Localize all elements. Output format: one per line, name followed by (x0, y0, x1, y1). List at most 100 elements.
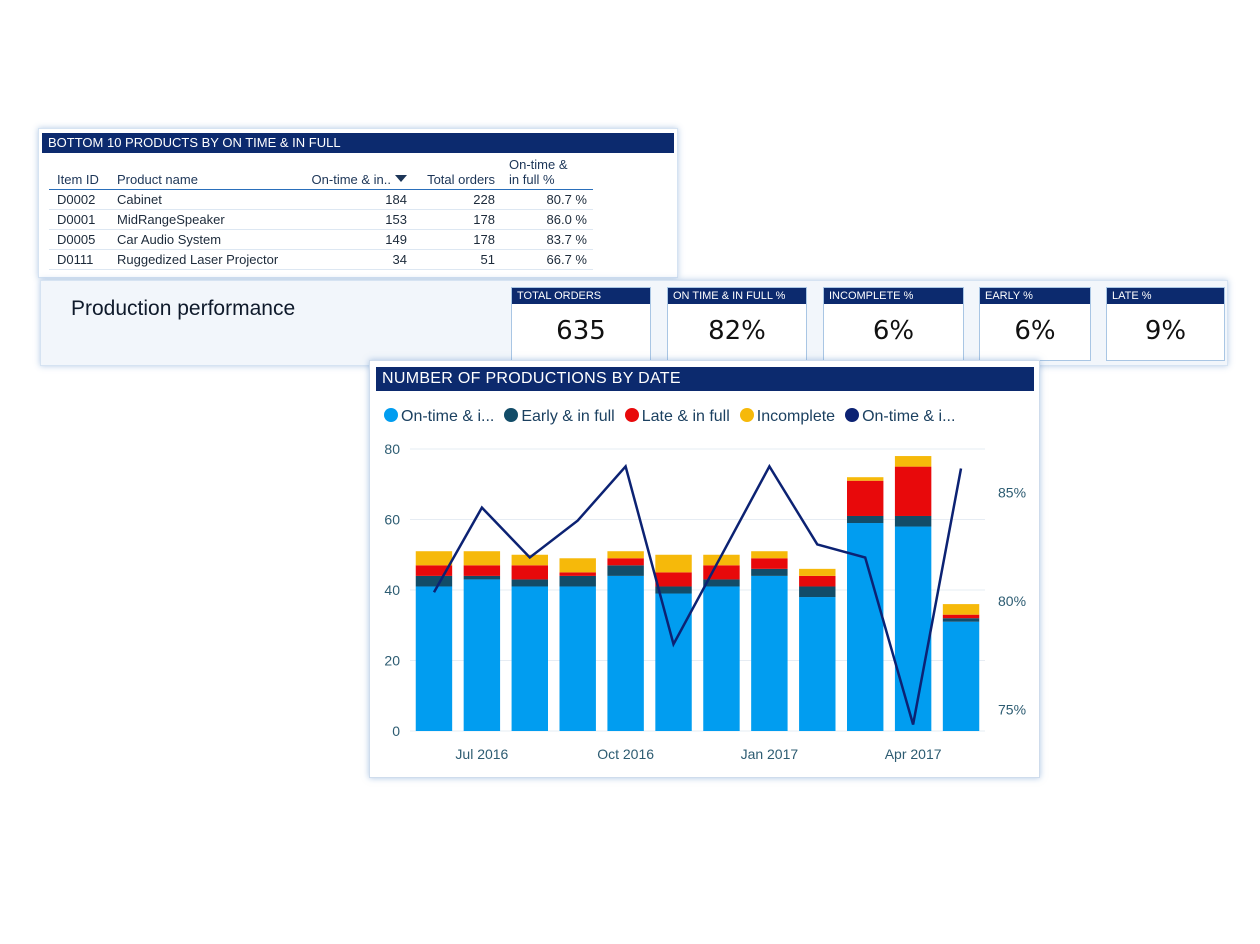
cell-item-id: D0005 (49, 229, 109, 250)
bar-segment (894, 526, 932, 731)
cell-on-time-pct: 86.0 % (501, 209, 593, 230)
bar-segment (655, 554, 692, 573)
col-on-time-pct[interactable]: On-time & in full % (501, 157, 593, 190)
bar-segment (655, 586, 692, 594)
bar-segment (463, 565, 501, 576)
cell-on-time-pct: 66.7 % (501, 249, 593, 270)
table-row[interactable]: D0001 MidRangeSpeaker 153 178 86.0 % (49, 209, 593, 230)
cell-item-id: D0002 (49, 189, 109, 210)
bar-segment (942, 614, 980, 619)
bar-segment (703, 565, 740, 580)
x-tick-label: Oct 2016 (597, 746, 654, 762)
bar-segment (894, 515, 932, 527)
kpi-label: EARLY % (980, 288, 1090, 304)
cell-on-time: 149 (303, 229, 413, 250)
cell-on-time: 184 (303, 189, 413, 210)
kpi-incomplete[interactable]: INCOMPLETE % 6% (823, 287, 964, 361)
productions-chart: 0 20 40 60 80 75% 80% 85% Jul 2016 Oct 2016 Jan 20… (384, 441, 1026, 762)
legend-dot-icon (739, 408, 754, 422)
x-tick-label: Jul 2016 (455, 746, 508, 762)
bar-segment (799, 597, 836, 731)
bar-segment (559, 575, 596, 587)
cell-total-orders: 51 (413, 249, 501, 270)
col-item-id[interactable]: Item ID (49, 157, 109, 190)
legend-item[interactable]: Incomplete (739, 408, 835, 426)
bar-segment (415, 575, 453, 587)
kpi-late[interactable]: LATE % 9% (1106, 287, 1225, 361)
bar-segment (847, 515, 884, 524)
bar-segment (463, 575, 501, 580)
kpi-value: 6% (872, 316, 915, 346)
chart-panel-title: NUMBER OF PRODUCTIONS BY DATE (376, 367, 1034, 391)
legend-item[interactable]: On-time & i... (384, 408, 494, 426)
cell-item-id: D0001 (49, 209, 109, 230)
sort-desc-icon[interactable] (395, 175, 407, 182)
col-on-time[interactable]: On-time & in.. (303, 157, 413, 190)
bar-segment (942, 604, 980, 615)
cell-product-name: Car Audio System (109, 229, 303, 250)
bar-segment (511, 579, 548, 587)
legend-label: On-time & i... (862, 408, 956, 425)
cell-product-name: Cabinet (109, 189, 303, 210)
bar-segment (607, 575, 644, 731)
cell-product-name: MidRangeSpeaker (109, 209, 303, 230)
kpi-value: 635 (556, 316, 606, 346)
kpi-label: TOTAL ORDERS (512, 288, 650, 304)
bar-segment (559, 586, 596, 731)
legend-dot-icon (845, 408, 860, 422)
y2-tick-label: 80% (998, 593, 1026, 609)
production-performance-panel: Production performance TOTAL ORDERS 635 … (40, 280, 1228, 366)
bar-segment (415, 565, 453, 576)
kpi-on-time-in-full[interactable]: ON TIME & IN FULL % 82% (667, 287, 807, 361)
bar-segment (894, 466, 932, 516)
bar-segment (607, 551, 644, 559)
bar-segment (751, 558, 788, 569)
table-row[interactable]: D0005 Car Audio System 149 178 83.7 % (49, 229, 593, 250)
bar-segment (799, 575, 836, 587)
cell-product-name: Ruggedized Laser Projector (109, 249, 303, 270)
on-time-percent-line (432, 463, 963, 725)
table-panel-title: BOTTOM 10 PRODUCTS BY ON TIME & IN FULL (42, 133, 674, 153)
cell-total-orders: 228 (413, 189, 501, 210)
products-table: Item ID Product name On-time & in.. Tota… (49, 157, 593, 270)
legend-item[interactable]: On-time & i... (845, 408, 955, 426)
kpi-early[interactable]: EARLY % 6% (979, 287, 1091, 361)
kpi-total-orders[interactable]: TOTAL ORDERS 635 (511, 287, 651, 361)
bar-segment (655, 572, 692, 587)
col-product-name[interactable]: Product name (109, 157, 303, 190)
bar-segment (751, 551, 788, 559)
bar-segment (894, 456, 932, 467)
kpi-label: INCOMPLETE % (824, 288, 963, 304)
bar-segment (559, 558, 596, 573)
cell-item-id: D0111 (49, 249, 109, 270)
bar-segment (847, 480, 884, 516)
legend-label: On-time & i... (401, 408, 495, 425)
bar-segment (703, 554, 740, 566)
kpi-value: 82% (708, 316, 766, 346)
kpi-label: LATE % (1107, 288, 1224, 304)
bar-segment (751, 568, 788, 576)
legend-item[interactable]: Early & in full (504, 408, 615, 426)
bar-segment (559, 572, 596, 576)
bar-segment (703, 586, 740, 731)
cell-total-orders: 178 (413, 229, 501, 250)
y2-tick-label: 75% (998, 701, 1026, 717)
cell-on-time-pct: 83.7 % (501, 229, 593, 250)
bar-segment (511, 554, 548, 566)
col-total-orders[interactable]: Total orders (413, 157, 501, 190)
y-tick-label: 80 (384, 441, 400, 457)
legend-item[interactable]: Late & in full (624, 408, 730, 426)
kpi-value: 6% (1014, 316, 1056, 346)
y-tick-label: 0 (392, 723, 400, 739)
table-row[interactable]: D0111 Ruggedized Laser Projector 34 51 66.7 … (49, 249, 593, 270)
bar-segment (511, 586, 548, 731)
legend-label: Late & in full (641, 408, 730, 425)
kpi-label: ON TIME & IN FULL % (668, 288, 806, 304)
table-row[interactable]: D0002 Cabinet 184 228 80.7 % (49, 189, 593, 210)
productions-chart-panel: 0 20 40 60 80 75% 80% 85% Jul 2016 Oct 2016 Jan 20… (369, 360, 1040, 778)
cell-on-time: 153 (303, 209, 413, 230)
legend-dot-icon (504, 408, 519, 422)
y-tick-label: 40 (384, 582, 400, 598)
x-tick-label: Apr 2017 (885, 746, 942, 762)
bar-segment (942, 618, 980, 622)
